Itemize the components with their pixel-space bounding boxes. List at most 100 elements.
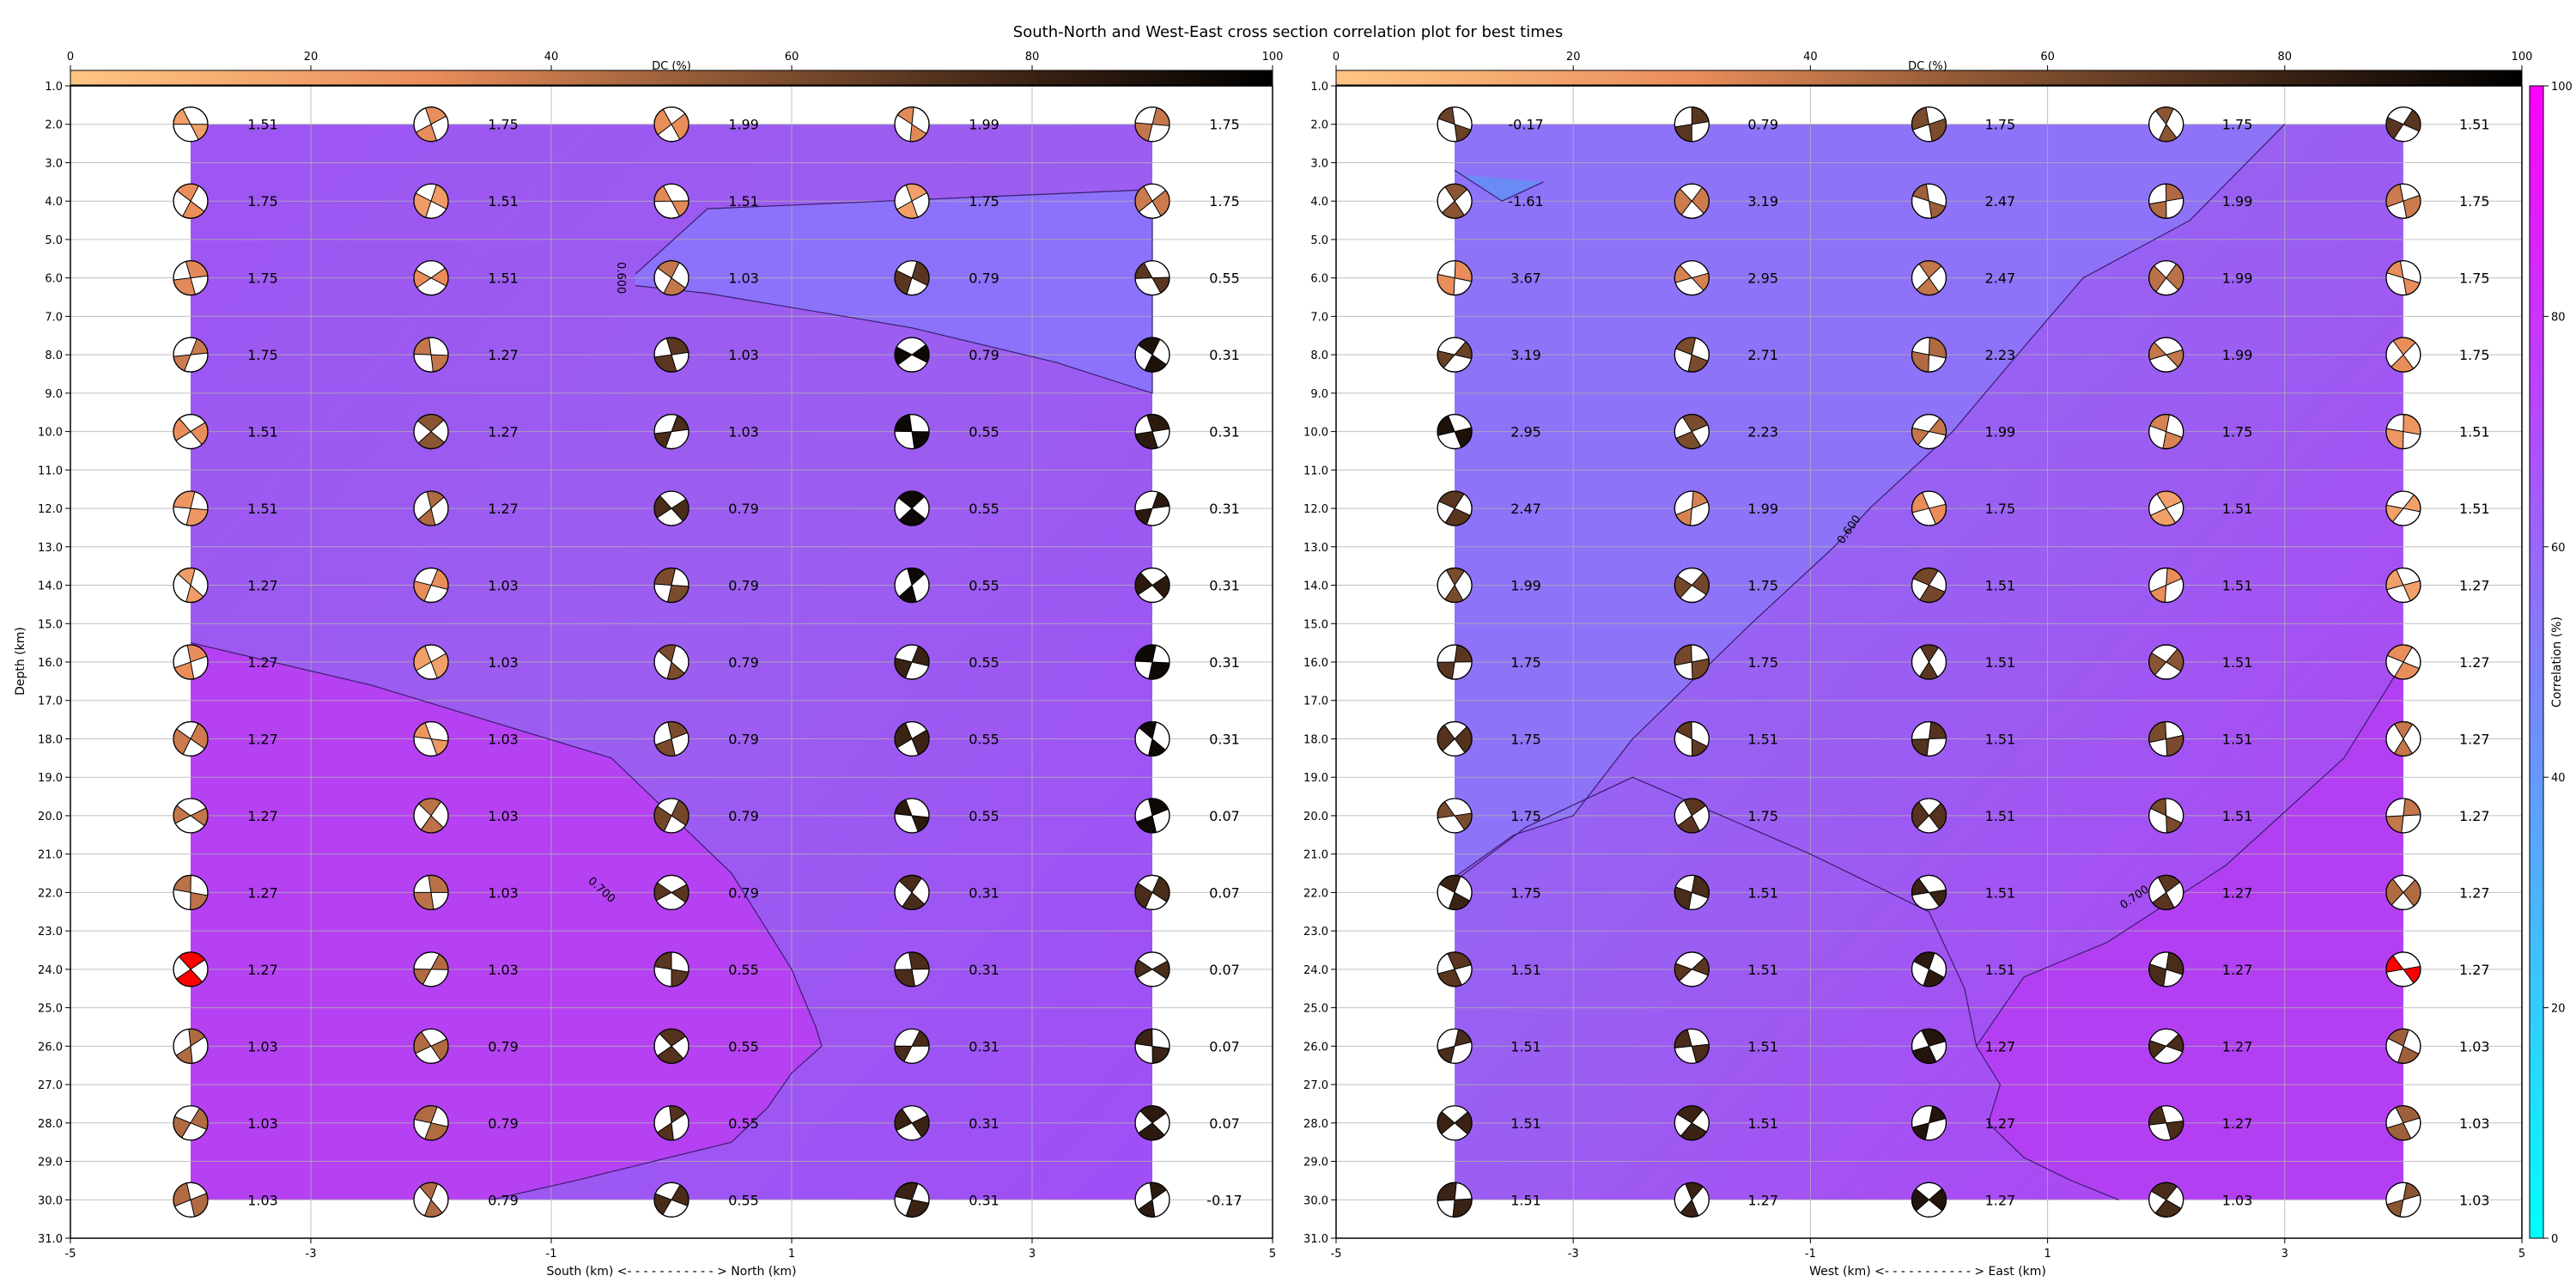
time-value-label: 1.75 [1747, 808, 1778, 824]
focal-mechanism [1911, 1105, 1947, 1141]
time-value-label: 1.51 [247, 424, 278, 440]
time-value-label: 0.79 [1747, 117, 1778, 133]
time-value-label: 1.75 [1510, 654, 1541, 671]
time-value-label: 0.79 [728, 654, 759, 671]
y-tick-label: 17.0 [1303, 696, 1328, 708]
time-value-label: 1.27 [1985, 1192, 2016, 1208]
beachball-rim [173, 567, 209, 604]
time-value-label: 1.51 [2459, 117, 2490, 133]
y-tick-label: 5.0 [1310, 234, 1328, 247]
beachball-rim [2385, 798, 2421, 834]
time-value-label: 2.47 [1985, 193, 2016, 210]
time-value-label: 0.07 [1209, 884, 1240, 901]
y-tick-label: 23.0 [38, 926, 63, 939]
beachball-rim [173, 414, 209, 450]
beachball-rim [2385, 644, 2421, 680]
beachball-rim [413, 720, 449, 757]
time-value-label: 0.07 [1209, 962, 1240, 978]
focal-mechanism [1911, 490, 1947, 526]
focal-mechanism [2148, 106, 2184, 143]
x-tick-label: -5 [65, 1248, 76, 1261]
time-value-label: 1.51 [1985, 731, 2016, 747]
time-value-label: 1.51 [247, 117, 278, 133]
y-tick-label: 27.0 [38, 1079, 63, 1092]
time-value-label: 1.75 [247, 270, 278, 287]
beachball-rim [653, 337, 690, 373]
focal-mechanism [1134, 644, 1170, 680]
focal-mechanism [1134, 798, 1170, 834]
focal-mechanism [2385, 337, 2421, 373]
y-tick-label: 4.0 [1310, 196, 1328, 209]
y-tick-label: 27.0 [1303, 1079, 1328, 1092]
x-tick-label: -3 [306, 1248, 317, 1261]
focal-mechanism [413, 260, 449, 296]
focal-mechanism [1674, 567, 1710, 604]
focal-mechanism [173, 644, 209, 680]
time-value-label: 1.03 [247, 1038, 278, 1054]
time-value-label: 1.27 [2459, 808, 2490, 824]
beachball-rim [173, 1105, 209, 1141]
beachball-rim [2385, 951, 2421, 987]
time-value-label: 1.27 [2459, 962, 2490, 978]
beachball-rim [1437, 414, 1473, 450]
focal-mechanism [894, 798, 930, 834]
beachball-rim [1911, 720, 1947, 757]
time-value-label: 1.51 [728, 193, 759, 210]
time-value-label: 1.27 [1747, 1192, 1778, 1208]
correlation-colorbar: 0 20 40 60 80 100 Correlation (%) [2529, 81, 2573, 1246]
y-tick-label: 21.0 [1303, 849, 1328, 862]
time-value-label: 0.31 [969, 884, 999, 901]
beachball-rim [2385, 1105, 2421, 1141]
focal-mechanism [173, 1182, 209, 1218]
focal-mechanism [1134, 490, 1170, 526]
focal-mechanism [413, 798, 449, 834]
focal-mechanism [2148, 951, 2184, 987]
focal-mechanism [2148, 490, 2184, 526]
y-tick-label: 10.0 [38, 427, 63, 440]
dc-colorbar-tick-label: 40 [1803, 51, 1818, 64]
beachball-rim [1134, 183, 1170, 219]
time-value-label: 1.51 [2459, 424, 2490, 440]
beachball-rim [1911, 490, 1947, 526]
time-value-label: 3.67 [1510, 270, 1541, 287]
focal-mechanism [1674, 414, 1710, 450]
time-value-label: 1.03 [728, 347, 759, 363]
focal-mechanism [1911, 1182, 1947, 1218]
time-value-label: 0.31 [1209, 424, 1240, 440]
y-tick-label: 16.0 [38, 657, 63, 670]
low-correlation-region [1455, 124, 2285, 878]
beachball-rim [1911, 1028, 1947, 1064]
time-value-label: 1.27 [2459, 654, 2490, 671]
beachball-rim [1134, 567, 1170, 604]
time-value-label: 0.07 [1209, 1115, 1240, 1132]
focal-mechanism [894, 951, 930, 987]
beachball-rim [1437, 490, 1473, 526]
time-value-label: 1.27 [247, 884, 278, 901]
time-value-label: 1.03 [247, 1115, 278, 1132]
focal-mechanism [2148, 874, 2184, 911]
focal-mechanism [1437, 951, 1473, 987]
beachball-rim [2385, 337, 2421, 373]
y-tick-label: 2.0 [1310, 119, 1328, 132]
time-value-label: 0.31 [1209, 347, 1240, 363]
focal-mechanism [2385, 720, 2421, 757]
beachball-rim [1437, 106, 1473, 143]
time-value-label: 1.99 [2222, 347, 2253, 363]
focal-mechanism [173, 337, 209, 373]
focal-mechanism [653, 337, 690, 373]
beachball-rim [173, 337, 209, 373]
y-tick-label: 13.0 [1303, 542, 1328, 555]
focal-mechanism [1437, 1028, 1473, 1064]
y-tick-label: 18.0 [38, 733, 63, 746]
time-value-label: 1.51 [2222, 731, 2253, 747]
focal-mechanism [653, 1105, 690, 1141]
time-value-label: 1.03 [2459, 1192, 2490, 1208]
time-value-label: 1.51 [247, 501, 278, 517]
time-value-label: 0.55 [728, 1115, 759, 1132]
time-value-label: 2.47 [1510, 501, 1541, 517]
beachball-rim [653, 1028, 690, 1064]
beachball-rim [413, 1028, 449, 1064]
time-value-label: 2.23 [1747, 424, 1778, 440]
beachball-rim [173, 1182, 209, 1218]
